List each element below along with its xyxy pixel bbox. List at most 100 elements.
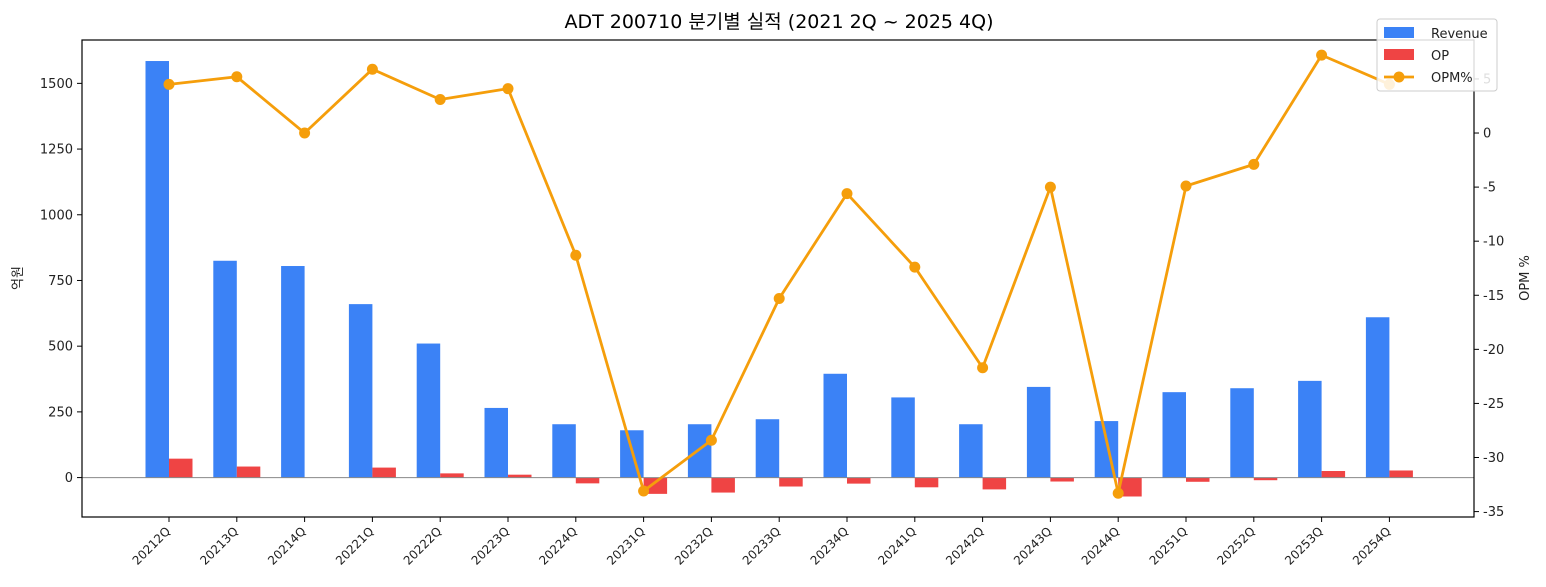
legend-revenue-label: Revenue [1431, 27, 1488, 42]
y-tick-label: 250 [48, 405, 73, 420]
revenue-bar [959, 424, 983, 478]
y2-tick-label: -25 [1483, 397, 1504, 412]
revenue-bar [1026, 386, 1051, 478]
legend-op-label: OP [1431, 49, 1449, 64]
x-tick-label: 20213Q [197, 524, 241, 568]
op-bar [1321, 471, 1346, 478]
x-tick-label: 20242Q [943, 524, 987, 568]
op-bar [236, 466, 261, 478]
op-bar [982, 477, 1007, 490]
revenue-bar [416, 343, 441, 478]
y-tick-label: 1500 [40, 77, 73, 92]
y-tick-label: 1000 [40, 208, 73, 223]
y2-tick-label: -5 [1483, 181, 1496, 196]
opm-point [841, 188, 853, 200]
op-bar [779, 477, 803, 487]
revenue-bar [552, 424, 576, 478]
x-tick-label: 20234Q [808, 524, 852, 568]
x-tick-label: 20223Q [469, 524, 513, 568]
revenue-bar [213, 260, 237, 478]
revenue-bar [823, 373, 847, 478]
opm-point [705, 434, 717, 446]
op-bar [508, 474, 532, 478]
revenue-bar [1298, 380, 1322, 478]
x-tick-label: 20224Q [536, 524, 580, 568]
opm-point [502, 83, 514, 95]
y2-tick-label: -20 [1483, 343, 1504, 358]
x-tick-label: 20254Q [1350, 524, 1394, 568]
x-tick-label: 20232Q [672, 524, 716, 568]
op-bar [1118, 477, 1142, 497]
opm-point [1180, 180, 1192, 192]
y-tick-label: 500 [48, 340, 73, 355]
opm-point [1248, 158, 1260, 170]
opm-point [977, 362, 989, 374]
revenue-bar [484, 407, 508, 478]
legend-opm-marker [1393, 71, 1405, 83]
revenue-bar [348, 304, 373, 478]
x-tick-label: 20233Q [740, 524, 784, 568]
x-tick-label: 20244Q [1079, 524, 1123, 568]
x-tick-label: 20222Q [401, 524, 445, 568]
op-bar [1050, 477, 1074, 482]
x-tick-label: 20253Q [1282, 524, 1326, 568]
opm-point [909, 261, 921, 273]
legend: Revenue OP OPM% [1376, 18, 1498, 92]
revenue-bar [755, 419, 780, 478]
op-bar [372, 467, 396, 478]
op-bar [847, 477, 871, 484]
y2-tick-label: -15 [1483, 289, 1504, 304]
plot-frame [81, 39, 1475, 518]
op-bar [914, 477, 939, 488]
revenue-bar [1094, 421, 1119, 478]
opm-point [366, 63, 378, 75]
op-bar [711, 477, 735, 493]
x-tick-label: 20243Q [1011, 524, 1055, 568]
revenue-bar [145, 61, 169, 478]
opm-point [231, 71, 243, 83]
revenue-bar [1230, 388, 1254, 478]
op-bar [440, 473, 464, 478]
plot-area: 0 250 500 750 1000 1250 1500 -35 -30 -25 -20 -15 -10… [40, 39, 1504, 568]
op-bar [169, 458, 193, 478]
y-axis-label: 억원 [11, 266, 26, 290]
op-bar [1389, 470, 1413, 478]
x-tick-label: 20252Q [1214, 524, 1258, 568]
y-tick-label: 1250 [40, 143, 73, 158]
y2-tick-label: -30 [1483, 451, 1504, 466]
legend-revenue-swatch [1384, 27, 1414, 38]
opm-point [1044, 181, 1056, 193]
x-tick-label: 20251Q [1147, 524, 1191, 568]
revenue-bar [1162, 392, 1186, 478]
legend-op-swatch [1384, 49, 1414, 60]
opm-point [163, 78, 175, 90]
x-tick-label: 20241Q [875, 524, 919, 568]
y2-axis-label: OPM % [1518, 255, 1533, 301]
y2-tick-label: 0 [1483, 127, 1491, 142]
opm-point [638, 485, 650, 497]
x-tick-label: 20214Q [265, 524, 309, 568]
op-bar [1186, 477, 1210, 482]
op-bar [643, 477, 668, 494]
x-tick-label: 20212Q [130, 524, 174, 568]
y2-tick-label: -35 [1483, 505, 1504, 520]
y-tick-label: 750 [48, 274, 73, 289]
x-tick-label: 20221Q [333, 524, 377, 568]
op-bar [575, 477, 600, 484]
y2-tick-label: -10 [1483, 235, 1504, 250]
revenue-bar [281, 266, 305, 478]
opm-point [1316, 49, 1328, 61]
opm-point [1112, 487, 1124, 499]
chart-title: ADT 200710 분기별 실적 (2021 2Q ~ 2025 4Q) [564, 11, 993, 33]
revenue-bar [891, 397, 915, 478]
x-tick-label: 20231Q [604, 524, 648, 568]
opm-point [299, 127, 311, 139]
revenue-bar [1365, 317, 1390, 478]
opm-point [434, 93, 446, 105]
opm-point [773, 293, 785, 305]
op-bar [1253, 477, 1278, 481]
revenue-bar [687, 424, 712, 478]
legend-opm-label: OPM% [1431, 71, 1473, 86]
y-tick-label: 0 [65, 471, 73, 486]
